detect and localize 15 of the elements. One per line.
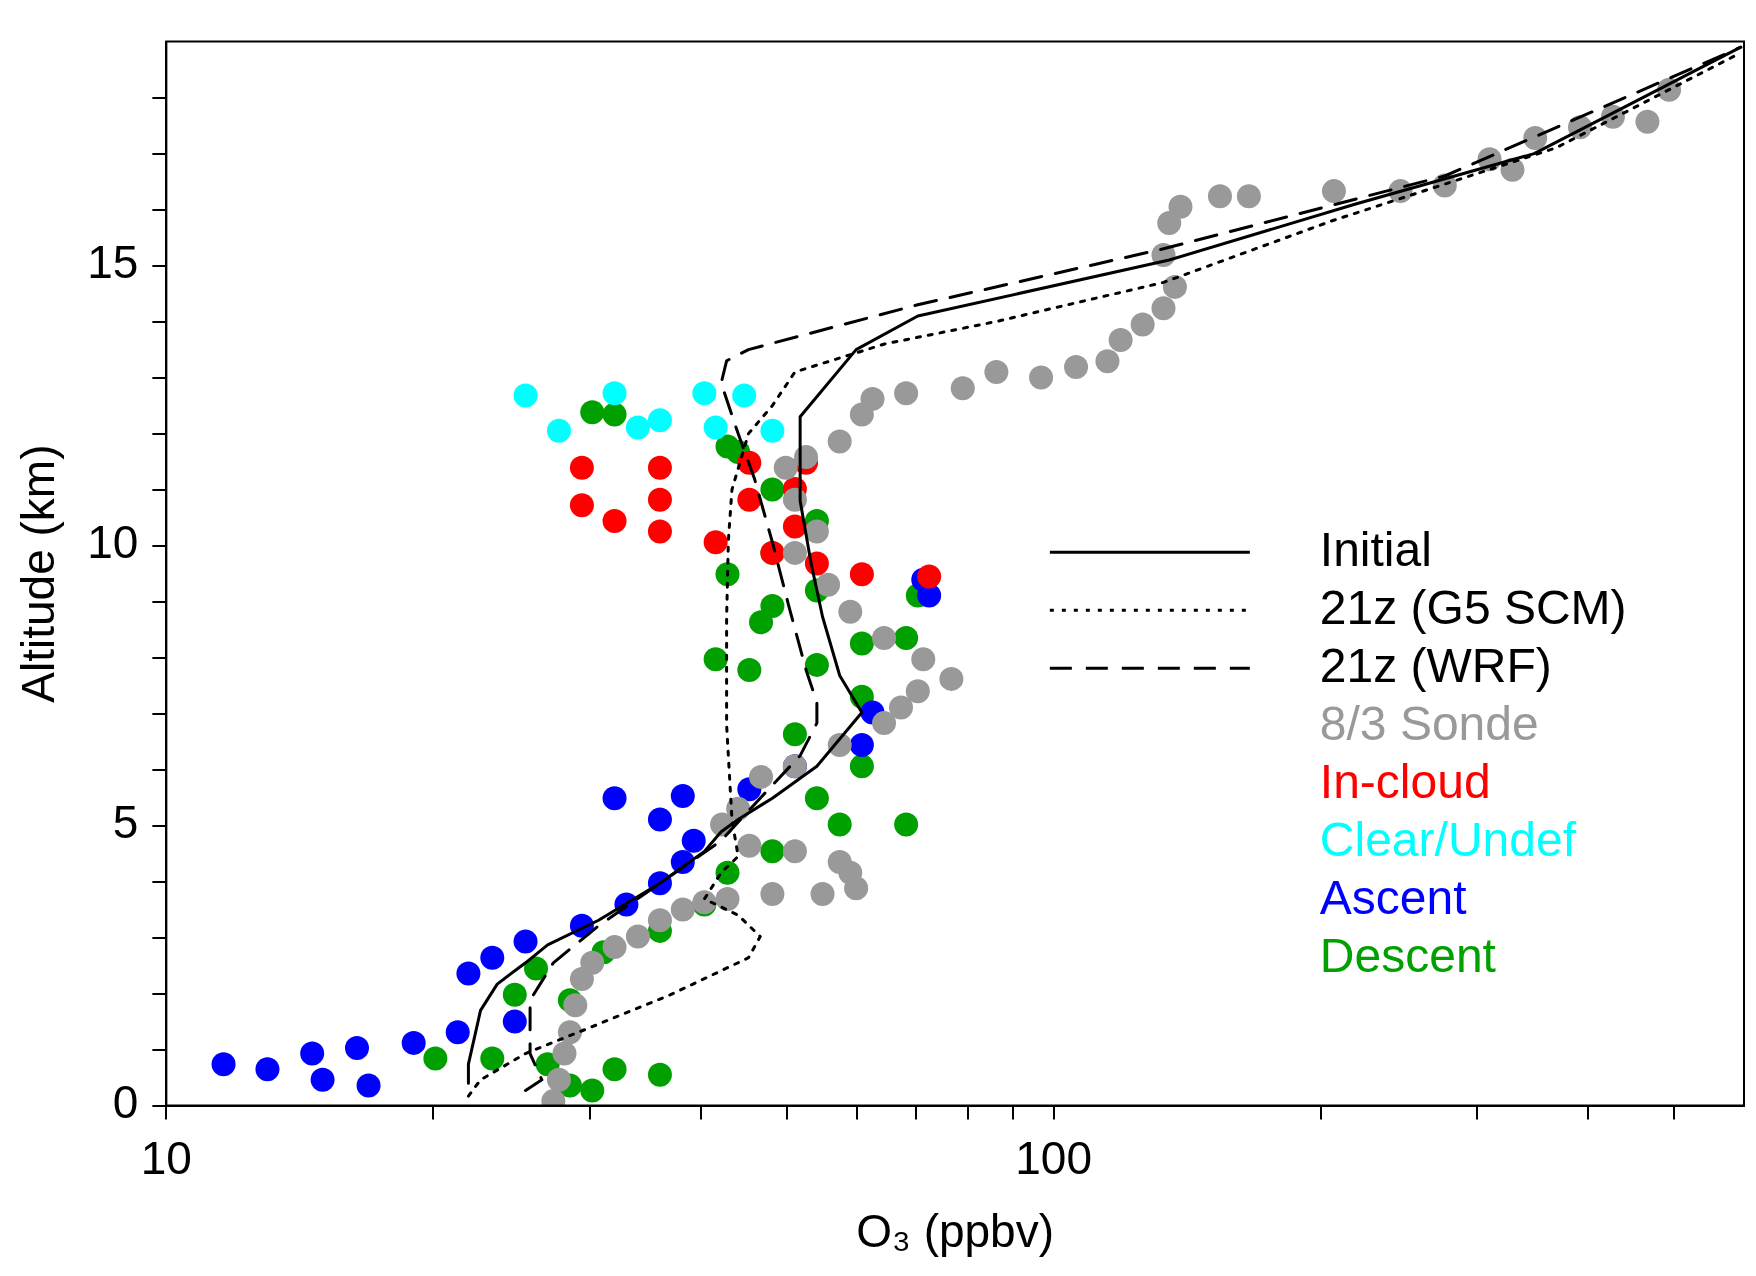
- text: In-cloud: [1319, 754, 1491, 808]
- text: 8/3 Sonde: [1319, 696, 1539, 750]
- x-axis-title: O₃ (ppbv): [856, 1205, 1055, 1258]
- y-axis-title: Altitude (km): [12, 444, 65, 703]
- y-tick-label: 10: [87, 516, 139, 569]
- legend-label: 21z (WRF): [1319, 638, 1552, 692]
- text: Descent: [1319, 928, 1496, 982]
- legend-label: 21z (G5 SCM): [1319, 580, 1627, 634]
- legend-label: Initial: [1319, 522, 1432, 576]
- text: Clear/Undef: [1319, 812, 1577, 866]
- x-tick-label: 100: [1015, 1131, 1092, 1184]
- y-tick-label: 15: [87, 236, 139, 289]
- y-tick-label: 0: [112, 1076, 139, 1129]
- y-tick-label: 5: [112, 796, 139, 849]
- text: Ascent: [1319, 870, 1467, 924]
